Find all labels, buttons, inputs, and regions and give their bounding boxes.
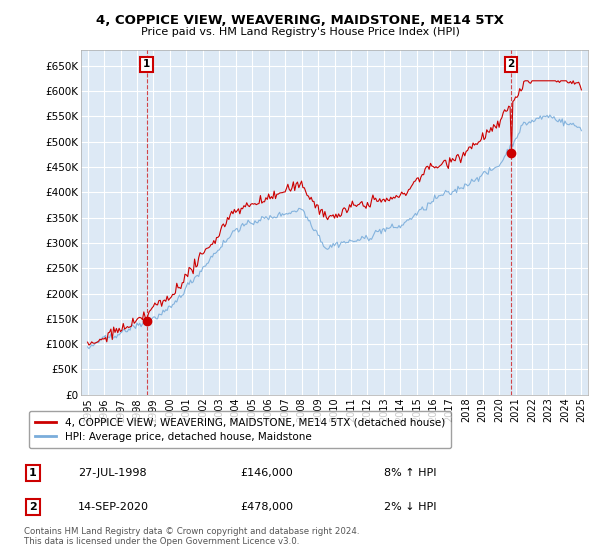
Text: 14-SEP-2020: 14-SEP-2020 [78, 502, 149, 512]
Text: 2: 2 [507, 59, 514, 69]
Text: 2% ↓ HPI: 2% ↓ HPI [384, 502, 437, 512]
Text: 1: 1 [29, 468, 37, 478]
Text: Contains HM Land Registry data © Crown copyright and database right 2024.
This d: Contains HM Land Registry data © Crown c… [24, 526, 359, 546]
Text: £478,000: £478,000 [240, 502, 293, 512]
Text: 8% ↑ HPI: 8% ↑ HPI [384, 468, 437, 478]
Legend: 4, COPPICE VIEW, WEAVERING, MAIDSTONE, ME14 5TX (detached house), HPI: Average p: 4, COPPICE VIEW, WEAVERING, MAIDSTONE, M… [29, 411, 451, 448]
Text: 27-JUL-1998: 27-JUL-1998 [78, 468, 146, 478]
Text: Price paid vs. HM Land Registry's House Price Index (HPI): Price paid vs. HM Land Registry's House … [140, 27, 460, 37]
Text: 1: 1 [143, 59, 150, 69]
Text: 4, COPPICE VIEW, WEAVERING, MAIDSTONE, ME14 5TX: 4, COPPICE VIEW, WEAVERING, MAIDSTONE, M… [96, 14, 504, 27]
Text: £146,000: £146,000 [240, 468, 293, 478]
Text: 2: 2 [29, 502, 37, 512]
